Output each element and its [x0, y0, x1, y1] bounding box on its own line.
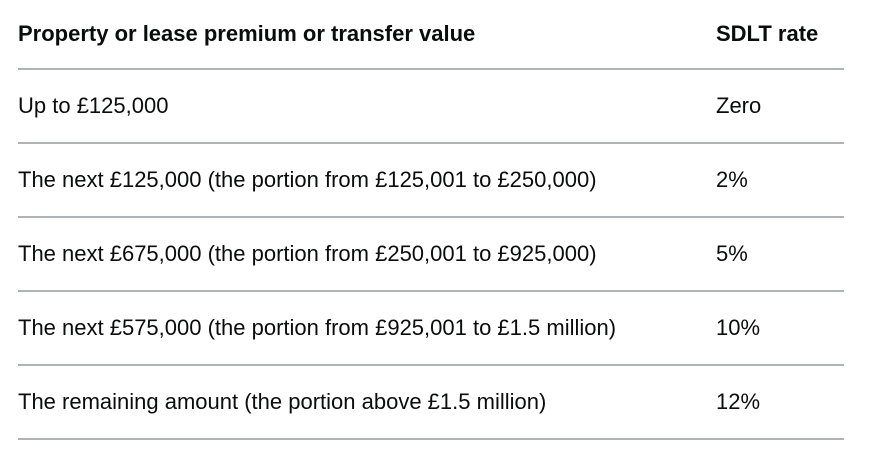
table-row: The next £675,000 (the portion from £250… [18, 217, 844, 292]
table-header-row: Property or lease premium or transfer va… [18, 0, 844, 70]
table-row: The remaining amount (the portion above … [18, 365, 844, 440]
cell-property-value: The remaining amount (the portion above … [18, 365, 716, 440]
table-row: Up to £125,000 Zero [18, 69, 844, 144]
header-property-value: Property or lease premium or transfer va… [18, 0, 716, 70]
cell-property-value: The next £675,000 (the portion from £250… [18, 217, 716, 292]
cell-sdlt-rate: 2% [716, 143, 844, 218]
cell-property-value: Up to £125,000 [18, 69, 716, 144]
table-row: The next £125,000 (the portion from £125… [18, 143, 844, 218]
table-row: The next £575,000 (the portion from £925… [18, 291, 844, 366]
table-body: Up to £125,000 Zero The next £125,000 (t… [18, 69, 844, 440]
sdlt-rates-table-container: Property or lease premium or transfer va… [18, 0, 844, 440]
cell-sdlt-rate: Zero [716, 69, 844, 144]
cell-property-value: The next £575,000 (the portion from £925… [18, 291, 716, 366]
cell-property-value: The next £125,000 (the portion from £125… [18, 143, 716, 218]
header-sdlt-rate: SDLT rate [716, 0, 844, 70]
table-header: Property or lease premium or transfer va… [18, 0, 844, 70]
cell-sdlt-rate: 12% [716, 365, 844, 440]
sdlt-rates-table: Property or lease premium or transfer va… [18, 0, 844, 440]
cell-sdlt-rate: 10% [716, 291, 844, 366]
cell-sdlt-rate: 5% [716, 217, 844, 292]
